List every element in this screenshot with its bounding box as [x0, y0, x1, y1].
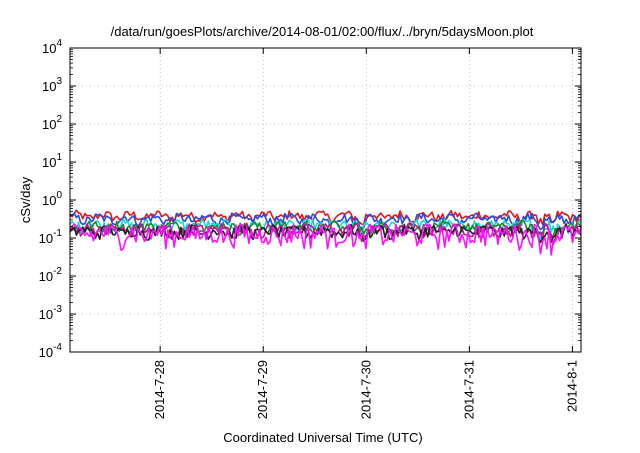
y-tick-label: 104: [42, 38, 62, 56]
y-tick-label: 10-4: [39, 342, 63, 360]
y-tick-label: 10-3: [39, 304, 63, 322]
series-layer: [69, 209, 582, 256]
series-line: [69, 209, 582, 226]
y-tick-label: 100: [42, 190, 62, 208]
y-tick-label: 102: [42, 114, 62, 132]
x-tick-label: 2014-7-31: [461, 360, 476, 419]
y-tick-label: 103: [42, 76, 62, 94]
chart-title: /data/run/goesPlots/archive/2014-08-01/0…: [111, 24, 534, 39]
y-tick-label: 10-2: [39, 266, 63, 284]
y-axis-label: cSv/day: [18, 176, 33, 223]
y-axis: 10-4 10-3 10-2 10-1 100 101 102 103 104: [39, 38, 581, 360]
x-tick-label: 2014-7-28: [152, 360, 167, 419]
x-tick-label: 2014-8-1: [564, 360, 579, 412]
x-axis: 2014-7-28 2014-7-29 2014-7-30 2014-7-31 2014…: [152, 48, 579, 419]
x-tick-label: 2014-7-30: [358, 360, 373, 419]
x-axis-label: Coordinated Universal Time (UTC): [223, 430, 422, 445]
series-line: [69, 223, 582, 256]
y-tick-label: 101: [42, 152, 62, 170]
x-tick-label: 2014-7-29: [255, 360, 270, 419]
grid: [70, 48, 581, 352]
y-tick-label: 10-1: [39, 228, 63, 246]
